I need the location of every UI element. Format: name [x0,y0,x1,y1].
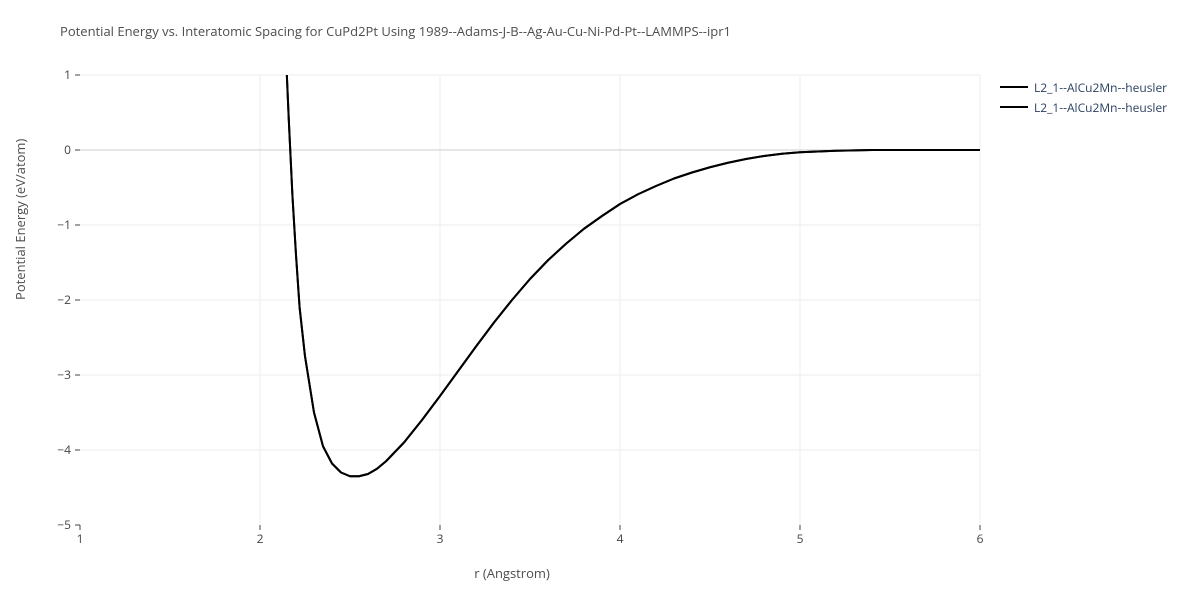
svg-text:−5: −5 [57,516,71,533]
svg-text:1: 1 [64,66,71,83]
svg-text:1: 1 [77,530,84,547]
svg-text:6: 6 [977,530,984,547]
svg-text:0: 0 [64,141,71,158]
svg-text:4: 4 [617,530,624,547]
svg-text:−4: −4 [57,441,71,458]
svg-text:5: 5 [797,530,804,547]
svg-text:−1: −1 [57,216,71,233]
svg-text:−2: −2 [57,291,71,308]
svg-text:2: 2 [257,530,264,547]
svg-text:3: 3 [437,530,444,547]
svg-text:−3: −3 [57,366,71,383]
chart-canvas: 1 2 3 4 5 6 −5 −4 −3 −2 −1 0 1 [0,0,1200,600]
